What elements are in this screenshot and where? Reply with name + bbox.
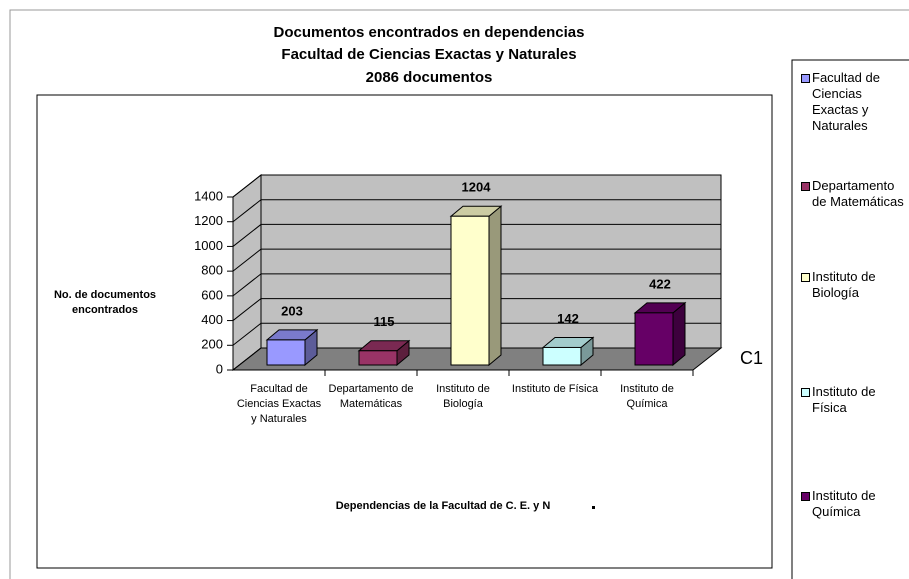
grid-line: [232, 298, 721, 321]
bar: [358, 350, 398, 366]
y-tick-label: 1200: [194, 213, 223, 228]
x-tick-label: Instituto de Física: [511, 383, 599, 395]
legend-swatch: [801, 273, 810, 282]
y-tick-label: 0: [216, 361, 223, 376]
y-tick-label: 1400: [194, 188, 223, 203]
y-tick-label: 800: [201, 263, 223, 278]
chart-frame: [9, 9, 909, 579]
grid-line: [232, 199, 721, 223]
legend-frame: [791, 59, 909, 579]
data-label: 422: [649, 276, 671, 291]
bar-side: [488, 205, 502, 367]
side-wall: [232, 173, 262, 372]
x-tick-label: Instituto de Biología: [436, 383, 490, 410]
x-axis-label: Dependencias de la Facultad de C. E. y N: [336, 500, 551, 512]
legend-swatch: [801, 388, 810, 397]
legend-swatch: [801, 74, 810, 83]
bar: [450, 215, 490, 366]
y-axis-label: No. de documentos encontrados: [53, 289, 157, 316]
depth-label: C1: [740, 348, 763, 368]
legend-entry: Facultad de Ciencias Exactas y Naturales: [800, 70, 909, 134]
data-label: 115: [374, 314, 395, 329]
title-line: Facultad de Ciencias Exactas y Naturales: [281, 46, 576, 63]
y-tick-label: 1000: [194, 238, 223, 253]
legend-swatch: [801, 492, 810, 501]
title-line: 2086 documentos: [366, 69, 493, 86]
y-tick-label: 400: [201, 312, 223, 327]
legend-entry: Instituto de Física: [800, 384, 909, 416]
grid-line: [232, 248, 721, 272]
data-label: 203: [281, 303, 303, 318]
y-tick-label: 600: [201, 287, 223, 302]
x-tick-label: Instituto de Química: [620, 383, 674, 410]
legend-swatch: [801, 182, 810, 191]
plot-frame: [36, 94, 773, 569]
data-label: 142: [557, 311, 579, 326]
x-tick-label: Departamento de Matemáticas: [328, 383, 414, 410]
grid-line: [232, 223, 721, 247]
legend-entry: Departamento de Matemáticas: [800, 178, 909, 210]
title-line: Documentos encontrados en dependencias: [274, 24, 585, 41]
bar-side: [672, 301, 686, 367]
bar: [542, 346, 582, 366]
data-label: 1204: [462, 180, 492, 195]
x-tick-label: Facultad de Ciencias Exactas y Naturales: [236, 383, 322, 425]
grid-line: [232, 273, 721, 297]
decoration: [592, 506, 595, 509]
legend-entry: Instituto de Química: [800, 488, 909, 520]
bar: [634, 312, 674, 366]
grid-line: [232, 322, 721, 346]
bar: [266, 339, 306, 366]
y-tick-label: 200: [201, 337, 223, 352]
legend-entry: Instituto de Biología: [800, 269, 909, 301]
grid-line: [232, 174, 721, 198]
